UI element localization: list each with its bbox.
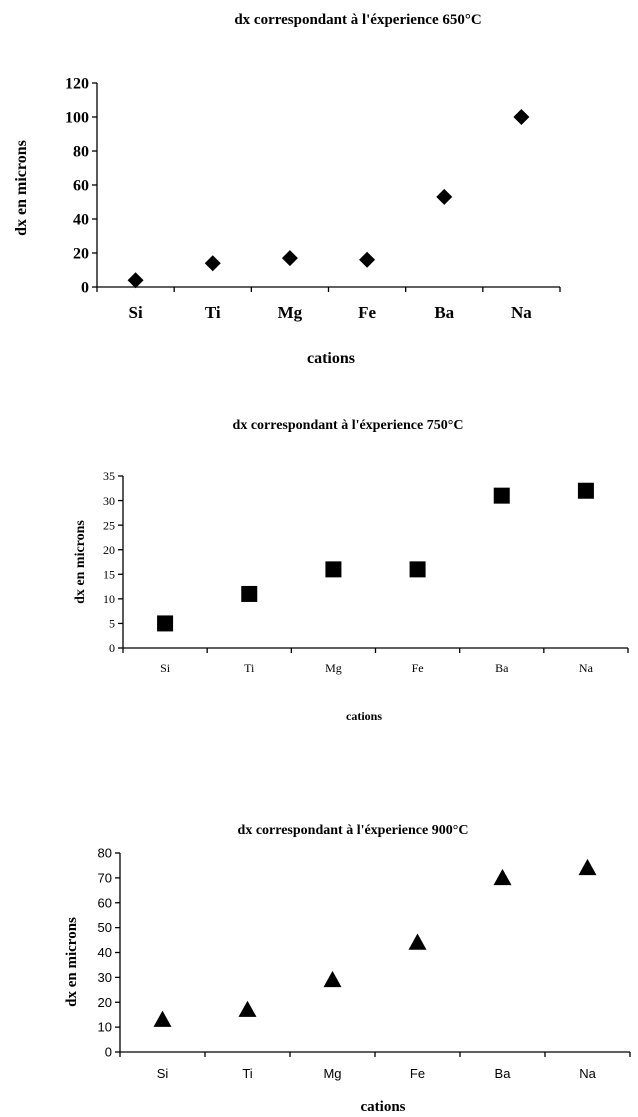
y-tick-label: 30 xyxy=(98,970,112,985)
x-tick-label-fe: Fe xyxy=(358,303,376,322)
y-tick-label: 120 xyxy=(65,76,89,93)
data-point-ti xyxy=(238,1000,257,1017)
y-tick-label: 60 xyxy=(73,178,89,195)
y-tick-label: 0 xyxy=(105,1045,112,1060)
x-tick-label-fe: Fe xyxy=(412,661,424,675)
data-point-ba xyxy=(493,487,510,504)
data-point-ti xyxy=(241,585,258,602)
y-tick-label: 0 xyxy=(109,641,115,655)
chart-650-y-ticks: 0 20 40 60 80 100 120 xyxy=(65,76,97,297)
chart-900-points xyxy=(153,858,597,1027)
data-point-ba xyxy=(493,868,512,886)
y-tick-label: 30 xyxy=(103,494,115,508)
chart-650-xlabel: cations xyxy=(307,350,355,367)
chart-900-title: dx correspondant à l'éxperience 900°C xyxy=(238,823,469,838)
x-tick-label-mg: Mg xyxy=(323,1066,341,1081)
x-tick-label-ti: Ti xyxy=(205,303,221,322)
x-tick-label-na: Na xyxy=(511,303,532,322)
chart-900-ylabel: dx en microns xyxy=(64,917,80,1007)
y-tick-label: 25 xyxy=(103,518,115,532)
chart-900-x-ticks: Si Ti Mg Fe Ba Na xyxy=(119,1052,631,1081)
chart-650: dx correspondant à l'éxperience 650°C dx… xyxy=(13,12,561,367)
y-tick-label: 40 xyxy=(98,945,112,960)
y-tick-label: 80 xyxy=(98,846,112,861)
y-tick-label: 20 xyxy=(103,543,115,557)
x-tick-label-ti: Ti xyxy=(242,1066,252,1081)
data-point-si xyxy=(153,1010,172,1027)
chart-650-points xyxy=(127,109,530,289)
y-tick-label: 70 xyxy=(98,870,112,885)
data-point-na xyxy=(513,109,530,125)
x-tick-label-na: Na xyxy=(579,1066,596,1081)
chart-750-title: dx correspondant à l'éxperience 750°C xyxy=(233,418,464,433)
x-tick-label-ba: Ba xyxy=(434,303,454,322)
chart-650-axes xyxy=(96,83,560,288)
x-tick-label-ti: Ti xyxy=(244,661,255,675)
y-tick-label: 20 xyxy=(73,246,89,263)
x-tick-label-ba: Ba xyxy=(495,661,509,675)
x-tick-label-ba: Ba xyxy=(495,1066,512,1081)
data-point-ti xyxy=(204,255,221,272)
chart-650-title: dx correspondant à l'éxperience 650°C xyxy=(234,12,481,28)
data-point-na xyxy=(578,858,597,876)
y-tick-label: 10 xyxy=(98,1020,112,1035)
chart-750-x-ticks: Si Ti Mg Fe Ba Na xyxy=(122,648,629,675)
y-tick-label: 20 xyxy=(98,995,112,1010)
data-point-fe xyxy=(408,933,427,950)
y-tick-label: 5 xyxy=(109,617,115,631)
chart-750-ylabel: dx en microns xyxy=(73,520,88,604)
y-tick-label: 40 xyxy=(73,212,89,229)
chart-750-y-ticks: 0 5 10 15 20 25 30 35 xyxy=(103,469,123,655)
data-point-na xyxy=(577,482,594,499)
data-point-si xyxy=(127,272,144,289)
y-tick-label: 100 xyxy=(65,110,89,127)
data-point-mg xyxy=(281,250,298,267)
y-tick-label: 35 xyxy=(103,469,115,483)
x-tick-label-mg: Mg xyxy=(325,661,342,675)
data-point-ba xyxy=(436,188,453,205)
x-tick-label-si: Si xyxy=(157,1066,169,1081)
y-tick-label: 50 xyxy=(98,920,112,935)
y-tick-label: 0 xyxy=(81,280,89,297)
chart-650-x-ticks: Si Ti Mg Fe Ba Na xyxy=(96,287,561,322)
chart-750: dx correspondant à l'éxperience 750°C dx… xyxy=(73,418,629,723)
x-tick-label-na: Na xyxy=(579,661,594,675)
x-tick-label-si: Si xyxy=(160,661,171,675)
chart-750-axes xyxy=(122,476,628,649)
data-point-fe xyxy=(409,561,426,578)
x-tick-label-mg: Mg xyxy=(278,303,303,322)
chart-900-axes xyxy=(119,853,630,1053)
x-tick-label-si: Si xyxy=(128,303,142,322)
data-point-mg xyxy=(325,561,342,578)
chart-900: dx correspondant à l'éxperience 900°C dx… xyxy=(64,823,631,1115)
data-point-si xyxy=(157,615,174,632)
data-point-fe xyxy=(359,251,376,268)
chart-750-points xyxy=(157,482,594,632)
data-point-mg xyxy=(323,970,342,988)
x-tick-label-fe: Fe xyxy=(410,1066,425,1081)
chart-900-y-ticks: 0 10 20 30 40 50 60 70 80 xyxy=(98,846,120,1060)
chart-750-xlabel: cations xyxy=(346,709,382,723)
y-tick-label: 60 xyxy=(98,895,112,910)
chart-900-xlabel: cations xyxy=(361,1099,406,1115)
y-tick-label: 80 xyxy=(73,144,89,161)
y-tick-label: 10 xyxy=(103,592,115,606)
y-tick-label: 15 xyxy=(103,567,115,581)
chart-650-ylabel: dx en microns xyxy=(13,140,30,236)
